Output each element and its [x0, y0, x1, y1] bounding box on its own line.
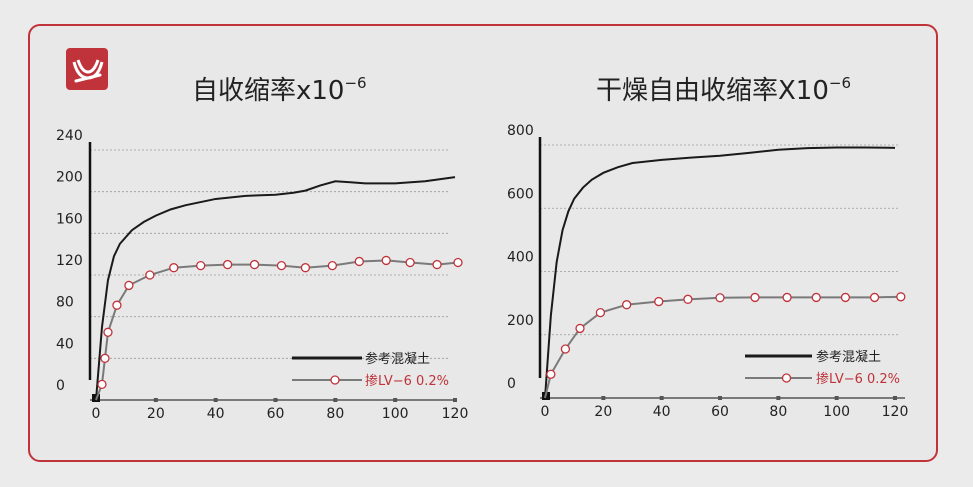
- c1-series-lv6-point: [169, 263, 179, 273]
- c1-y-tick-label: 240: [56, 128, 83, 144]
- c2-y-tick-label: 0: [507, 376, 516, 392]
- c1-x-tick-mark: [453, 398, 457, 402]
- c2-x-tick-label: 40: [653, 404, 671, 420]
- c1-x-tick-mark: [273, 398, 278, 402]
- c2-series-lv6-point: [622, 300, 632, 310]
- c2-series-lv6-point: [811, 292, 821, 303]
- c2-x-tick-label: 20: [594, 404, 612, 420]
- c1-series-reference-line: [95, 176, 456, 401]
- c1-y-tick-label: 120: [56, 253, 83, 269]
- c1-legend-reference-label: 参考混凝土: [365, 351, 430, 367]
- c2-series-reference-line: [544, 146, 896, 399]
- c2-x-tick-label: 120: [882, 404, 909, 420]
- c1-series-lv6-point: [354, 256, 364, 267]
- c1-series-lv6-point: [249, 259, 260, 270]
- c2-x-tick-mark: [659, 396, 664, 400]
- c2-series-lv6-point: [546, 369, 556, 379]
- chart-2-title: 干燥自由收缩率X10−6: [596, 74, 852, 106]
- c2-y-tick-label: 800: [507, 123, 534, 139]
- c2-legend-reference-label: 参考混凝土: [816, 349, 881, 365]
- c1-series-lv6-point: [300, 263, 311, 273]
- brand-logo-icon: [66, 48, 108, 90]
- c1-x-tick-label: 100: [382, 406, 409, 422]
- c1-x-tick-label: 80: [326, 406, 344, 422]
- c2-series-lv6-point: [560, 344, 571, 354]
- c2-x-tick-mark: [601, 396, 606, 400]
- c1-series-lv6-point: [222, 259, 233, 270]
- c2-series-lv6-point: [595, 307, 606, 318]
- c1-y-tick-label: 200: [56, 170, 83, 186]
- c2-legend-lv6-label: 掺LV−6 0.2%: [816, 371, 900, 387]
- c2-series-lv6-point: [840, 292, 851, 303]
- chart-1-title: 自收缩率x10−6: [192, 74, 367, 106]
- c1-series-lv6-point: [103, 327, 113, 337]
- c1-series-lv6-point: [97, 379, 107, 390]
- c1-series-lv6-point: [327, 260, 337, 271]
- c2-y-tick-label: 600: [507, 186, 534, 202]
- c2-y-tick-label: 200: [507, 313, 534, 329]
- c1-x-tick-label: 120: [442, 406, 469, 422]
- c1-y-tick-label: 0: [56, 378, 65, 394]
- c1-legend-lv6-swatch-marker: [330, 375, 340, 385]
- c2-y-tick-label: 400: [507, 250, 534, 266]
- c1-y-tick-label: 80: [56, 295, 74, 311]
- c1-series-lv6-point: [432, 259, 442, 270]
- c1-legend-lv6-label: 掺LV−6 0.2%: [365, 373, 449, 389]
- c2-x-tick-label: 60: [711, 404, 729, 420]
- c2-series-lv6-point: [654, 296, 664, 307]
- c1-x-tick-label: 0: [92, 406, 101, 422]
- c2-x-tick-label: 80: [769, 404, 787, 420]
- c2-series-lv6-point: [896, 292, 906, 302]
- c2-x-tick-label: 100: [823, 404, 850, 420]
- c2-legend-lv6-swatch-marker: [781, 373, 792, 383]
- c1-series-lv6-point: [453, 257, 463, 268]
- c2-series-lv6-point: [750, 292, 760, 303]
- c1-x-tick-label: 20: [147, 406, 165, 422]
- c1-series-lv6-point: [100, 353, 110, 363]
- c2-x-tick-mark: [893, 396, 897, 400]
- c1-x-tick-mark: [333, 398, 338, 402]
- c1-series-lv6-point: [276, 260, 287, 271]
- c1-series-lv6-point: [112, 300, 122, 310]
- c1-series-lv6-point: [405, 257, 415, 268]
- c2-x-tick-label: 0: [541, 404, 550, 420]
- c2-series-lv6-point: [575, 323, 585, 334]
- c1-x-tick-mark: [393, 398, 398, 402]
- c1-series-lv6-point: [196, 260, 206, 271]
- c1-series-lv6-point: [124, 280, 134, 291]
- c2-x-tick-mark: [776, 396, 781, 400]
- c2-series-lv6-point: [683, 294, 693, 304]
- c2-x-tick-mark: [718, 396, 722, 400]
- c1-y-tick-label: 40: [56, 336, 74, 352]
- c2-series-lv6-point: [782, 292, 792, 303]
- c2-series-lv6-point: [715, 293, 725, 303]
- c1-x-tick-mark: [213, 398, 218, 402]
- c1-series-lv6-point: [145, 270, 155, 280]
- c1-x-tick-mark: [153, 398, 158, 402]
- c2-x-tick-mark: [834, 396, 839, 400]
- c1-x-tick-label: 40: [207, 406, 225, 422]
- c1-y-tick-label: 160: [56, 211, 83, 227]
- c2-series-lv6-point: [869, 292, 880, 303]
- c1-series-lv6-point: [381, 255, 391, 266]
- content-frame: [28, 24, 938, 462]
- c1-x-tick-label: 60: [267, 406, 285, 422]
